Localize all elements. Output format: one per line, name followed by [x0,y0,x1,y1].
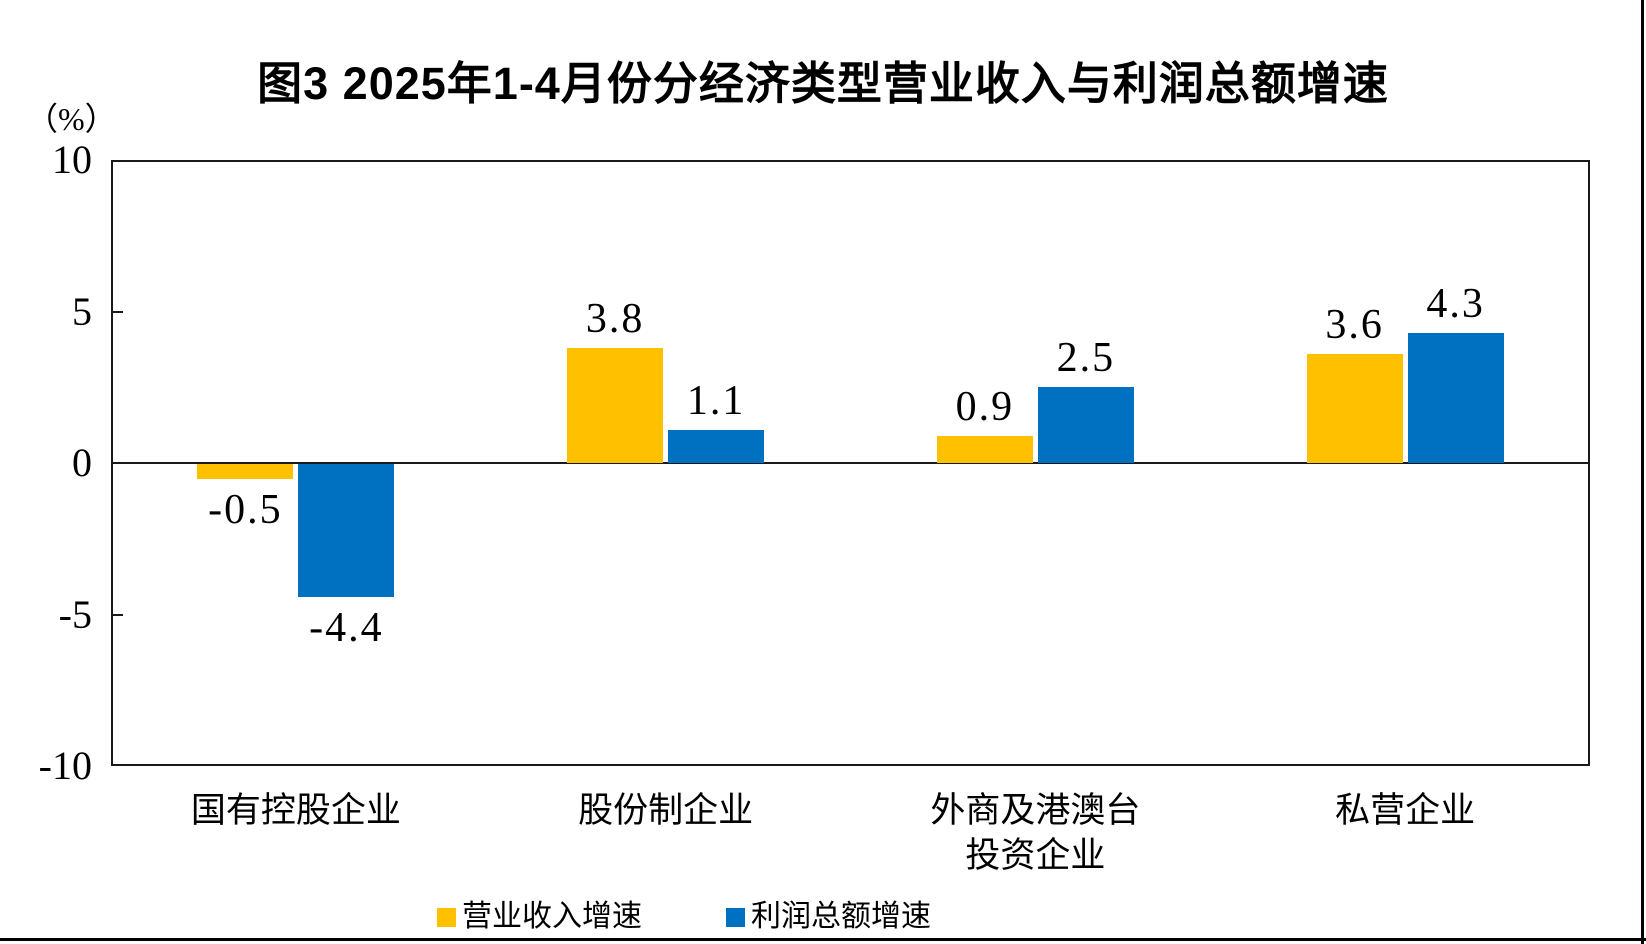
category-label: 股份制企业 [578,791,754,830]
value-label: 4.3 [1426,280,1485,327]
y-axis-unit-label: （%） [26,101,117,137]
y-tick-label: -10 [38,743,92,788]
y-tick-label: 10 [52,137,92,182]
y-tick-label: 0 [72,440,92,485]
legend: 营业收入增速 利润总额增速 [437,900,931,934]
bar-利润总额增速-外商及港澳台投资企业 [1037,387,1134,463]
bar-营业收入增速-国有控股企业 [197,464,294,480]
y-axis-tick-mark [111,310,123,313]
bottom-border-line [0,938,1646,941]
category-label: 外商及港澳台 投资企业 [930,791,1141,875]
value-label: 2.5 [1056,335,1116,382]
value-label: 3.6 [1325,301,1384,348]
category-label: 国有控股企业 [190,791,401,830]
legend-label: 利润总额增速 [751,900,931,933]
value-label: 1.1 [686,377,746,424]
zero-line [111,462,1590,464]
value-label: -0.5 [208,487,283,534]
bar-营业收入增速-外商及港澳台投资企业 [936,435,1033,463]
y-axis-tick-mark [111,613,123,616]
chart-title: 图3 2025年1-4月份分经济类型营业收入与利润总额增速 [257,58,1389,109]
legend-swatch-icon [437,907,456,927]
value-label: 0.9 [955,383,1015,430]
legend-label: 营业收入增速 [462,900,642,933]
value-label: -4.4 [309,605,384,652]
category-label: 私营企业 [1335,791,1476,830]
bar-营业收入增速-私营企业 [1306,353,1403,463]
legend-swatch-icon [726,907,745,927]
bar-利润总额增速-股份制企业 [668,429,765,463]
y-tick-label: 5 [72,288,92,334]
bar-营业收入增速-股份制企业 [567,347,664,463]
value-label: 3.8 [585,295,645,342]
legend-item-revenue: 营业收入增速 [437,900,642,934]
right-border-line [1641,0,1644,944]
legend-item-profit: 利润总额增速 [726,900,931,934]
bar-利润总额增速-国有控股企业 [298,464,395,598]
bar-利润总额增速-私营企业 [1407,332,1504,463]
y-tick-label: -5 [58,591,92,637]
